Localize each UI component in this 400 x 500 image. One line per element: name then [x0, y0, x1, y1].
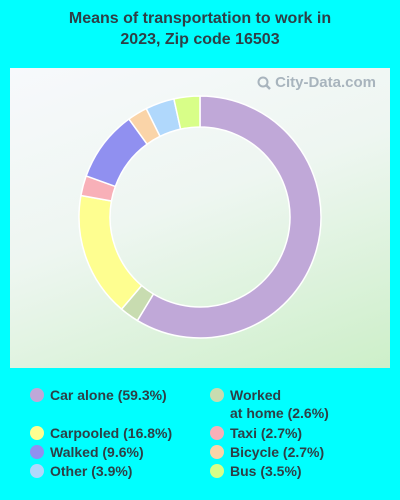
legend-label: Other (3.9%) [50, 463, 133, 479]
legend-label: Worked at home (2.6%) [230, 387, 329, 421]
legend-item-bus: Bus (3.5%) [210, 462, 302, 480]
legend-item-bicycle: Bicycle (2.7%) [210, 443, 324, 461]
legend-item-car-alone: Car alone (59.3%) [30, 386, 167, 404]
watermark-text: City-Data.com [275, 74, 376, 91]
legend-swatch [210, 388, 224, 402]
legend-item-taxi: Taxi (2.7%) [210, 424, 302, 442]
magnifier-icon [257, 76, 272, 90]
legend-swatch [210, 445, 224, 459]
legend-swatch [210, 464, 224, 478]
chart-title-line-2: 2023, Zip code 16503 [120, 31, 280, 48]
chart-title-line-1: Means of transportation to work in [68, 10, 332, 27]
legend-swatch [30, 445, 44, 459]
slice-car-alone [136, 95, 322, 339]
legend-item-carpooled: Carpooled (16.8%) [30, 424, 172, 442]
legend: Car alone (59.3%) Worked at home (2.6%) Ca… [0, 386, 400, 496]
chart-panel: City-Data.com [10, 68, 390, 368]
legend-item-worked-at-home: Worked at home (2.6%) [210, 386, 329, 422]
legend-item-walked: Walked (9.6%) [30, 443, 144, 461]
legend-label: Car alone (59.3%) [50, 387, 167, 403]
legend-label: Bicycle (2.7%) [230, 444, 325, 460]
legend-item-other: Other (3.9%) [30, 462, 132, 480]
legend-swatch [30, 464, 44, 478]
legend-swatch [30, 426, 44, 440]
legend-swatch [30, 388, 44, 402]
chart-title: Means of transportation to work in 2023,… [0, 8, 400, 50]
legend-label: Taxi (2.7%) [230, 425, 303, 441]
legend-label: Walked (9.6%) [50, 444, 144, 460]
slice-bus [172, 95, 201, 131]
donut-chart [78, 95, 322, 339]
slice-carpooled [78, 194, 143, 311]
legend-label: Bus (3.5%) [230, 463, 302, 479]
legend-swatch [210, 426, 224, 440]
legend-label: Carpooled (16.8%) [50, 425, 173, 441]
watermark: City-Data.com [257, 74, 376, 91]
